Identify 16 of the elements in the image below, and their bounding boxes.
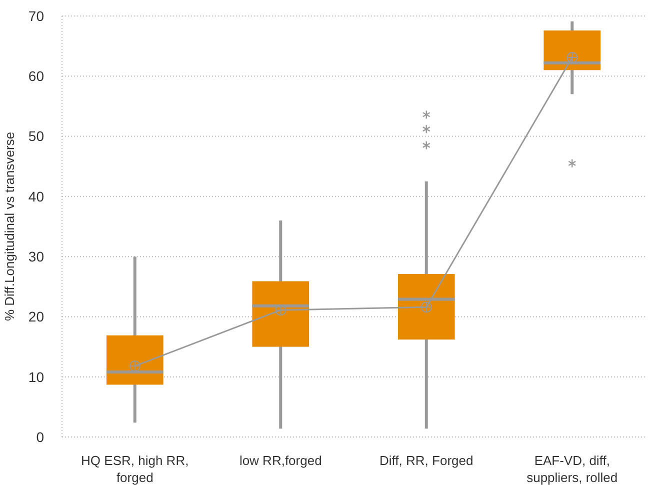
x-tick-label: HQ ESR, high RR, forged bbox=[81, 453, 189, 485]
y-tick-label: 30 bbox=[28, 248, 44, 264]
y-tick-label: 50 bbox=[28, 128, 44, 144]
point bbox=[129, 360, 140, 372]
y-tick-label: 20 bbox=[28, 308, 44, 325]
y-tick-label: 60 bbox=[28, 68, 44, 84]
y-tick-label: 0 bbox=[36, 428, 44, 445]
x-tick-label: low RR,forged bbox=[239, 453, 322, 468]
y-axis-title: % Diff.Longitudinal vs transverse bbox=[2, 132, 17, 322]
y-tick-label: 10 bbox=[28, 368, 44, 385]
y-tick-label: 70 bbox=[28, 8, 44, 24]
x-tick-label: EAF-VD, diff, suppliers, rolled bbox=[526, 453, 618, 485]
point bbox=[420, 302, 432, 313]
x-tick-label: Diff, RR, Forged bbox=[380, 453, 474, 468]
point bbox=[566, 52, 578, 63]
y-tick-label: 40 bbox=[28, 188, 44, 204]
